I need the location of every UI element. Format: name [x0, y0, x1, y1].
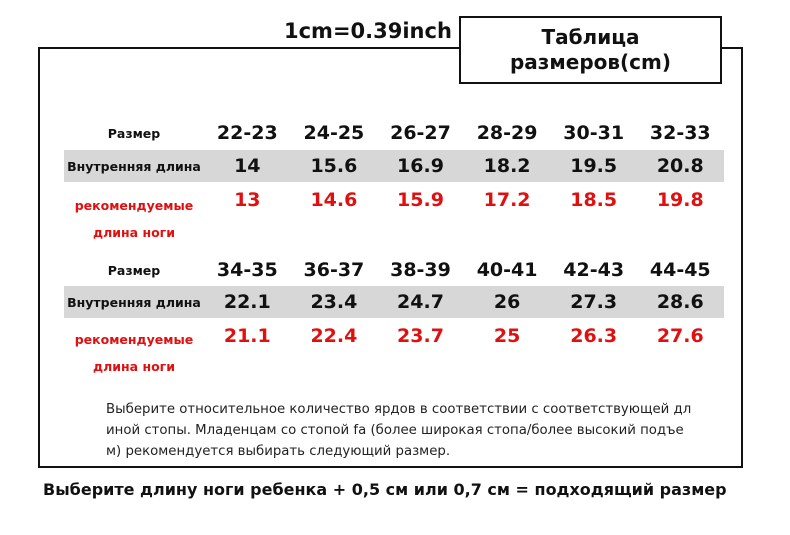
- size-cell: 38-39: [390, 259, 451, 281]
- inner-length-cell: 15.6: [310, 155, 358, 177]
- size-cell: 34-35: [216, 259, 278, 281]
- unit-conversion-note: 1cm=0.39inch: [282, 19, 454, 43]
- inner-length-cell: 20.8: [656, 155, 704, 177]
- recommended-row: 13 14.6 15.9 17.2 18.5 19.8: [64, 184, 724, 216]
- recommended-label-line-1: рекомендуемые: [74, 198, 194, 213]
- title-line-2: размеров(cm): [509, 50, 672, 74]
- recommended-cell: 22.4: [310, 325, 358, 347]
- size-cell: 32-33: [649, 122, 711, 144]
- inner-length-label: Внутренняя длина: [67, 294, 201, 310]
- recommended-cell: 26.3: [570, 325, 618, 347]
- recommended-cell: 18.5: [570, 189, 618, 211]
- inner-length-cell: 18.2: [483, 155, 531, 177]
- inner-length-cell: 28.6: [656, 291, 704, 313]
- size-row-label: Размер: [107, 262, 161, 278]
- inner-length-cell: 23.4: [310, 291, 358, 313]
- recommended-label: рекомендуемые длина ноги: [64, 326, 204, 380]
- size-cell: 36-37: [303, 259, 365, 281]
- note-line-3: м) рекомендуется выбирать следующий разм…: [106, 444, 451, 459]
- title-line-1: Таблица: [541, 25, 640, 49]
- size-cell: 44-45: [649, 259, 711, 281]
- recommended-cell: 19.8: [656, 189, 704, 211]
- recommended-row: 21.1 22.4 23.7 25 26.3 27.6: [64, 320, 724, 352]
- inner-length-cell: 14: [234, 155, 261, 177]
- size-row-label: Размер: [107, 125, 161, 141]
- recommended-label: рекомендуемые длина ноги: [64, 192, 204, 246]
- recommended-cell: 25: [493, 325, 521, 347]
- inner-length-cell: 26: [493, 291, 521, 313]
- recommended-cell: 15.9: [397, 189, 444, 211]
- inner-length-label: Внутренняя длина: [67, 158, 201, 174]
- size-row: Размер 22-23 24-25 26-27 28-29 30-31 32-…: [64, 117, 724, 149]
- recommended-cell: 27.6: [656, 325, 704, 347]
- inner-length-row: Внутренняя длина 14 15.6 16.9 18.2 19.5 …: [64, 150, 724, 182]
- size-cell: 26-27: [390, 122, 451, 144]
- size-chart-title: Таблица размеров(cm): [459, 16, 722, 84]
- size-chart-frame: [38, 47, 743, 468]
- inner-length-cell: 16.9: [397, 155, 444, 177]
- inner-length-cell: 22.1: [223, 291, 271, 313]
- recommended-label-line-1: рекомендуемые: [74, 332, 194, 347]
- recommended-label-line-2: длина ноги: [93, 225, 175, 240]
- footer-instruction: Выберите длину ноги ребенка + 0,5 см или…: [43, 480, 727, 499]
- inner-length-cell: 24.7: [397, 291, 444, 313]
- recommended-cell: 13: [234, 189, 261, 211]
- inner-length-row: Внутренняя длина 22.1 23.4 24.7 26 27.3 …: [64, 286, 724, 318]
- note-line-2: иной стопы. Младенцам со стопой fa (боле…: [106, 423, 684, 438]
- size-row: Размер 34-35 36-37 38-39 40-41 42-43 44-…: [64, 254, 724, 286]
- size-cell: 22-23: [216, 122, 278, 144]
- size-selection-note: Выберите относительное количество ярдов …: [106, 399, 726, 462]
- recommended-cell: 21.1: [223, 325, 271, 347]
- size-cell: 24-25: [303, 122, 365, 144]
- size-cell: 42-43: [563, 259, 625, 281]
- recommended-cell: 17.2: [483, 189, 531, 211]
- note-line-1: Выберите относительное количество ярдов …: [106, 402, 692, 417]
- recommended-label-line-2: длина ноги: [93, 359, 175, 374]
- size-cell: 30-31: [563, 122, 625, 144]
- recommended-cell: 14.6: [310, 189, 358, 211]
- recommended-cell: 23.7: [397, 325, 444, 347]
- size-cell: 40-41: [476, 259, 538, 281]
- size-cell: 28-29: [476, 122, 538, 144]
- inner-length-cell: 27.3: [570, 291, 618, 313]
- inner-length-cell: 19.5: [570, 155, 618, 177]
